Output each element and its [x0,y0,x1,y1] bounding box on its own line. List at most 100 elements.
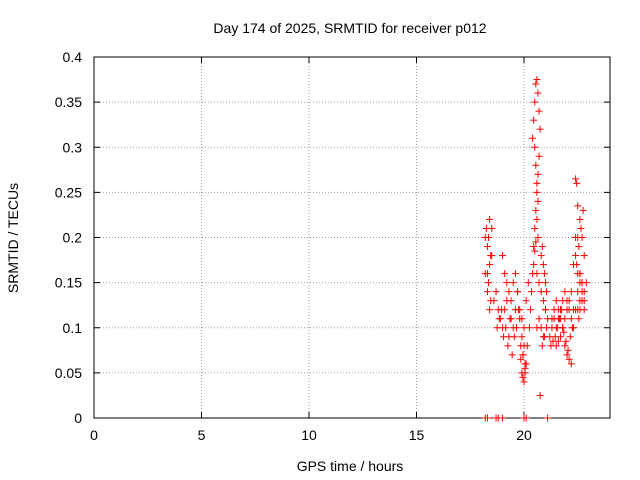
data-point [511,270,519,278]
y-axis-label: SRMTID / TECUs [5,183,21,293]
data-point [574,202,582,210]
data-point [575,315,583,323]
data-point [549,337,557,345]
data-point [522,414,530,422]
data-point [565,306,573,314]
data-point [519,373,527,381]
data-point [539,261,547,269]
data-point [572,234,580,241]
data-point [561,288,569,296]
data-point [539,297,547,305]
data-point [524,279,532,287]
data-point [554,315,562,323]
data-point [509,279,517,287]
data-point [572,252,580,260]
data-point [512,324,520,332]
data-point [517,342,525,350]
data-point [562,337,570,345]
data-point [538,243,546,251]
data-point [499,252,506,260]
data-point [523,342,531,350]
data-point [561,342,569,350]
data-point [578,279,586,287]
data-point [569,324,577,332]
y-tick-label: 0.4 [63,49,83,65]
chart-title: Day 174 of 2025, SRMTID for receiver p01… [213,20,486,36]
data-point [532,206,540,214]
data-point [534,234,542,241]
y-tick-label: 0.15 [55,275,82,291]
data-point [495,315,503,323]
data-point [530,243,538,251]
data-point [506,315,514,323]
data-point [488,252,496,260]
x-tick-label: 10 [301,427,317,443]
data-point [505,288,513,296]
data-point [525,324,533,332]
data-point [486,306,494,314]
data-point [566,333,574,341]
data-point [522,360,530,368]
data-point [535,107,543,115]
data-point [486,215,494,223]
y-tick-label: 0.25 [55,184,82,200]
data-point [565,355,573,363]
data-point [542,306,549,314]
data-point [533,179,541,187]
data-point [533,270,541,278]
data-point [497,306,505,314]
data-point [578,297,586,305]
data-point [567,288,575,296]
data-point [518,333,526,341]
data-point [483,414,491,422]
data-point [501,270,509,278]
data-point [578,234,586,241]
data-point [490,297,498,305]
x-tick-label: 5 [198,427,206,443]
data-point [551,333,559,341]
x-axis-label: GPS time / hours [297,458,404,474]
data-point [485,279,493,287]
data-point [531,143,539,151]
data-point [518,315,526,323]
data-point [516,306,524,314]
x-tick-label: 0 [90,427,98,443]
data-point [559,324,567,332]
data-point [532,238,540,246]
x-tick-label: 20 [516,427,532,443]
x-tick-label: 15 [409,427,425,443]
data-point [547,342,555,350]
x-axis: 0 5 10 15 20 [90,57,532,443]
data-point [486,261,494,269]
data-point [533,324,541,332]
data-point [510,333,518,341]
data-point [520,378,528,386]
data-point [517,355,525,363]
data-point [534,89,542,97]
data-point [557,306,565,314]
data-point [567,315,575,323]
y-tick-label: 0.35 [55,94,82,110]
data-point [569,261,577,269]
data-point [530,116,538,124]
data-point [543,288,551,296]
data-point [535,279,543,287]
y-tick-label: 0.1 [63,320,83,336]
data-point [580,288,588,296]
data-point [579,206,587,214]
data-point [577,224,585,232]
data-point [531,247,539,255]
data-point [564,346,572,354]
y-tick-label: 0.05 [55,365,82,381]
data-point [552,324,560,332]
data-point [537,252,545,260]
data-point [522,297,530,305]
y-tick-label: 0.2 [63,230,83,246]
y-axis: 0 0.05 0.1 0.15 0.2 0.25 0.3 0.35 0.4 [55,49,610,426]
data-point [567,360,575,368]
data-point [502,324,510,332]
data-point [485,234,493,241]
data-point [533,215,541,223]
